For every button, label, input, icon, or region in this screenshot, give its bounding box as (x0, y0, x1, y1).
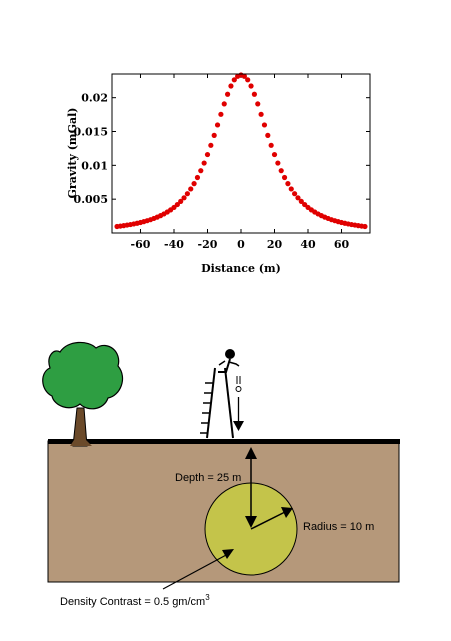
data-points (114, 72, 367, 229)
data-point (265, 133, 270, 138)
data-point (218, 112, 223, 117)
data-point (285, 181, 290, 186)
data-point (188, 186, 193, 191)
data-point (262, 122, 267, 127)
data-point (181, 195, 186, 200)
data-point (212, 133, 217, 138)
plot-frame (112, 74, 370, 233)
data-point (279, 168, 284, 173)
data-point (362, 224, 367, 229)
data-point (191, 181, 196, 186)
x-tick-label: -40 (164, 238, 184, 251)
data-point (208, 143, 213, 148)
data-point (275, 160, 280, 165)
x-tick-label: 40 (300, 238, 316, 251)
data-point (248, 83, 253, 88)
x-tick-label: 0 (237, 238, 245, 251)
data-point (269, 143, 274, 148)
tree-icon (43, 342, 123, 446)
data-point (245, 77, 250, 82)
density-label-sup: 3 (205, 593, 210, 602)
data-point (252, 92, 257, 97)
y-axis-label: Gravity (mGal) (66, 108, 79, 199)
y-tick-label: 0.02 (81, 92, 108, 105)
x-tick-label: -20 (198, 238, 218, 251)
x-tick-label: 60 (334, 238, 350, 251)
data-point (202, 160, 207, 165)
x-axis-label: Distance (m) (201, 262, 281, 275)
data-point (185, 191, 190, 196)
data-point (205, 152, 210, 157)
x-tick-label: -60 (131, 238, 151, 251)
data-point (282, 175, 287, 180)
x-axis-ticks: -60 -40 -20 0 20 40 60 (131, 74, 350, 251)
data-point (259, 112, 264, 117)
surveyor-on-ladder-icon (200, 349, 239, 438)
survey-diagram: Depth = 25 m Radius = 10 m Density Contr… (0, 290, 451, 641)
data-point (255, 101, 260, 106)
data-point (292, 191, 297, 196)
ground-surface-line (48, 439, 400, 444)
x-tick-label: 20 (267, 238, 283, 251)
radius-label: Radius = 10 m (303, 521, 374, 533)
data-point (198, 168, 203, 173)
data-point (289, 186, 294, 191)
density-label-main: Density Contrast = 0.5 gm/cm (60, 596, 205, 608)
data-point (225, 92, 230, 97)
y-tick-label: 0.01 (81, 159, 108, 172)
data-point (215, 122, 220, 127)
data-point (195, 175, 200, 180)
data-point (222, 101, 227, 106)
density-label: Density Contrast = 0.5 gm/cm3 (60, 593, 210, 608)
data-point (272, 152, 277, 157)
falling-object-icon (233, 376, 244, 431)
data-point (228, 83, 233, 88)
depth-label: Depth = 25 m (175, 472, 241, 484)
